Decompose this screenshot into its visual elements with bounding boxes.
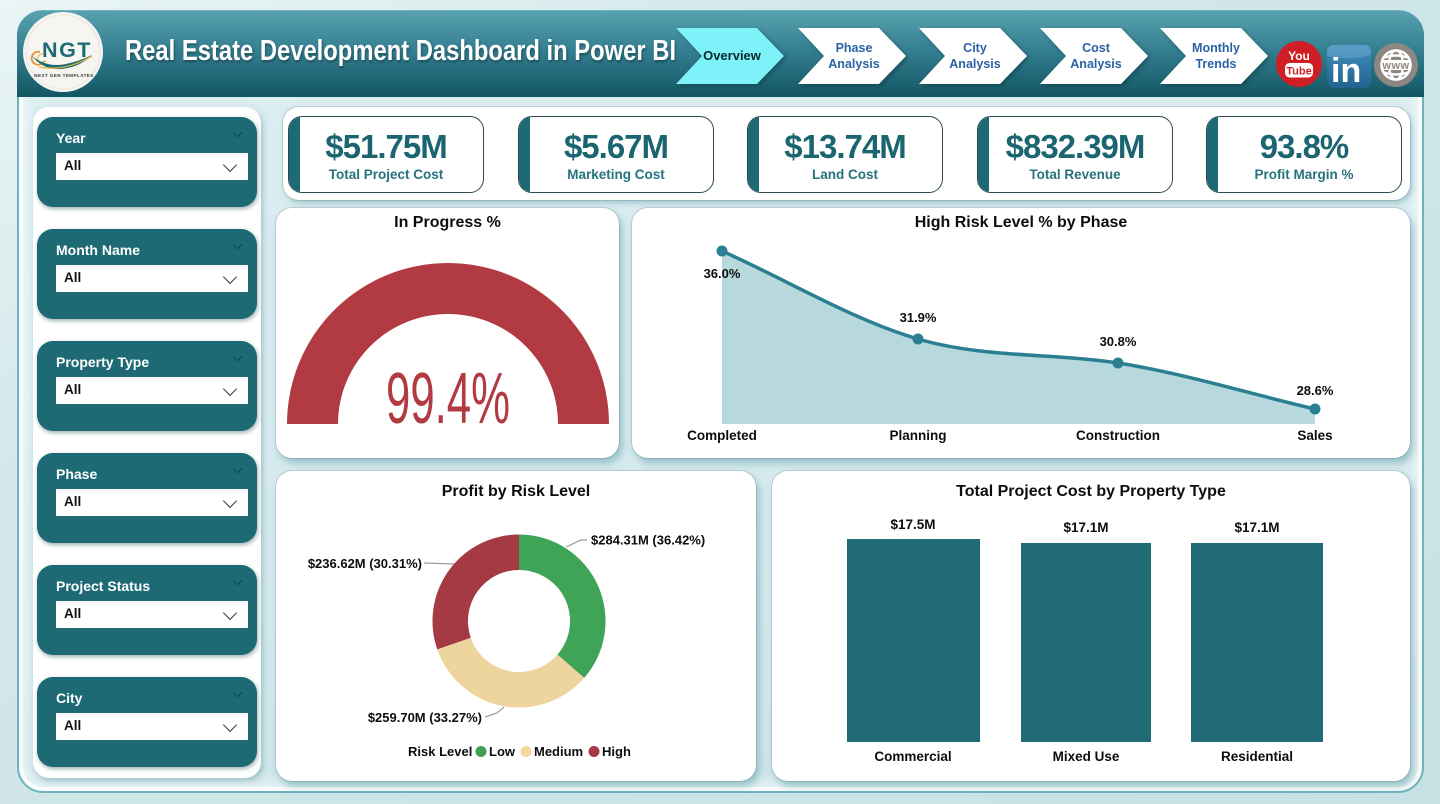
svg-text:Tube: Tube [1286,66,1311,78]
svg-text:28.6%: 28.6% [1297,383,1334,398]
svg-text:$284.31M (36.42%): $284.31M (36.42%) [591,533,705,548]
svg-text:36.0%: 36.0% [704,266,741,281]
svg-text:NGT: NGT [42,38,92,62]
svg-text:30.8%: 30.8% [1100,334,1137,349]
svg-text:Risk Level: Risk Level [408,744,472,759]
svg-text:31.9%: 31.9% [900,310,937,325]
svg-text:$236.62M (30.31%): $236.62M (30.31%) [308,556,422,571]
svg-text:You: You [1288,49,1310,63]
svg-text:$17.5M: $17.5M [890,517,935,532]
svg-text:Planning: Planning [890,428,947,443]
svg-text:High: High [602,744,631,759]
svg-text:Medium: Medium [534,744,583,759]
svg-text:99.4%: 99.4% [386,359,510,439]
svg-text:$17.1M: $17.1M [1234,520,1279,535]
svg-text:in: in [1331,52,1361,90]
svg-text:Completed: Completed [687,428,757,443]
svg-text:Residential: Residential [1221,749,1293,764]
svg-text:Low: Low [489,744,516,759]
svg-text:Construction: Construction [1076,428,1160,443]
svg-text:NEXT GEN TEMPLATES: NEXT GEN TEMPLATES [34,73,93,78]
svg-text:Mixed Use: Mixed Use [1053,749,1120,764]
svg-text:www: www [1381,60,1409,72]
svg-text:$17.1M: $17.1M [1063,520,1108,535]
svg-text:Sales: Sales [1297,428,1332,443]
svg-text:Commercial: Commercial [874,749,951,764]
svg-text:$259.70M (33.27%): $259.70M (33.27%) [368,710,482,725]
